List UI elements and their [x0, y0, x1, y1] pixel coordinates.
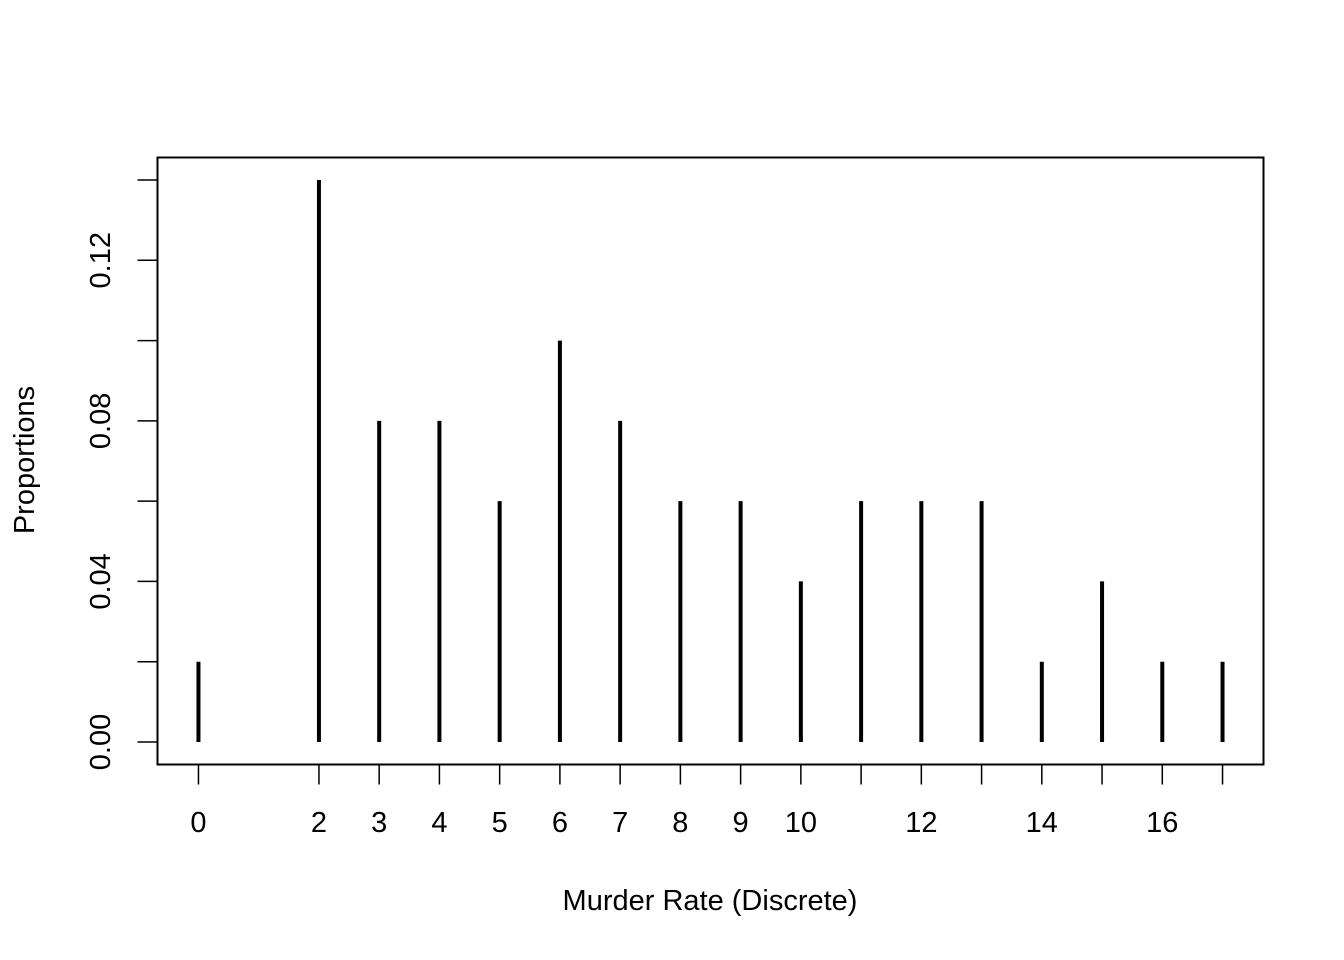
x-tick-label-7: 7: [612, 807, 628, 839]
x-tick-label-10: 10: [785, 807, 817, 839]
x-tick-label-3: 3: [371, 807, 387, 839]
bar-group: [196, 179, 1225, 743]
x-axis-label: Murder Rate (Discrete): [563, 885, 858, 917]
x-tick-label-14: 14: [1026, 807, 1058, 839]
x-tick-label-6: 6: [552, 807, 568, 839]
x-tick-label-5: 5: [492, 807, 508, 839]
x-axis: 0 2 3 4 5 6 7 8 9 10 12 14 16: [190, 763, 1224, 839]
y-axis: 0.00 0.04 0.08 0.12: [85, 179, 159, 770]
y-tick-label-1: 0.04: [85, 553, 117, 609]
x-tick-label-12: 12: [905, 807, 937, 839]
y-tick-label-2: 0.08: [85, 393, 117, 449]
y-tick-label-3: 0.12: [85, 232, 117, 288]
y-axis-label: Proportions: [9, 386, 41, 534]
y-tick-label-0: 0.00: [85, 714, 117, 770]
x-tick-label-4: 4: [431, 807, 447, 839]
plot-frame: [156, 156, 1265, 766]
x-tick-label-8: 8: [672, 807, 688, 839]
x-tick-label-16: 16: [1146, 807, 1178, 839]
x-tick-label-2: 2: [311, 807, 327, 839]
x-tick-label-9: 9: [733, 807, 749, 839]
x-tick-label-0: 0: [190, 807, 206, 839]
